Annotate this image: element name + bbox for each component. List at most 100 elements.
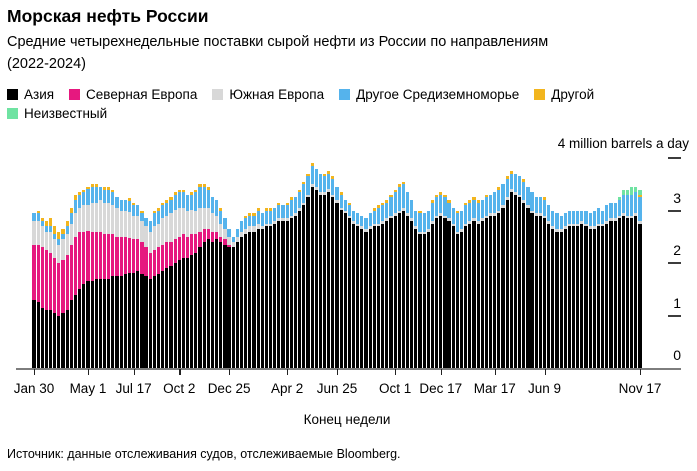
bar-segment — [468, 200, 472, 203]
bar-segment — [215, 215, 219, 232]
bar-segment — [181, 234, 185, 258]
stacked-bar — [252, 213, 256, 368]
stacked-bar — [202, 184, 206, 368]
bar-segment — [497, 189, 501, 211]
bar-segment — [426, 228, 430, 232]
bar-segment — [115, 207, 119, 237]
bar-segment — [488, 213, 493, 216]
legend-item-label: Другое Средиземноморье — [356, 87, 520, 102]
stacked-bar — [293, 197, 298, 368]
bar-segment — [119, 276, 123, 368]
stacked-bar — [223, 218, 227, 368]
bar-segment — [563, 228, 567, 368]
bar-segment — [173, 210, 177, 240]
stacked-bar — [285, 202, 289, 368]
stacked-bar — [476, 200, 480, 368]
bar-segment — [107, 189, 111, 203]
bar-segment — [493, 215, 497, 368]
stacked-bar — [169, 197, 173, 368]
bar-segment — [86, 189, 90, 206]
stacked-bar — [356, 213, 360, 368]
bar-segment — [156, 273, 161, 368]
stacked-bar — [268, 207, 273, 368]
bar-segment — [580, 223, 584, 368]
bar-segment — [488, 215, 493, 368]
bar-segment — [625, 218, 630, 368]
stacked-bar — [260, 213, 264, 368]
bar-segment — [127, 198, 132, 202]
bar-segment — [127, 273, 132, 368]
bar-segment — [256, 207, 260, 211]
bar-segment — [161, 202, 165, 206]
bar-segment — [156, 210, 161, 224]
stacked-bar — [310, 163, 314, 368]
bar-segment — [277, 205, 281, 219]
bar-segment — [360, 228, 364, 368]
bar-segment — [547, 223, 551, 368]
bar-segment — [210, 231, 215, 242]
bar-segment — [567, 210, 572, 224]
bar-segment — [111, 234, 115, 277]
bar-segment — [621, 215, 625, 368]
stacked-bar — [368, 213, 372, 368]
x-tick-label: Nov 17 — [618, 381, 662, 396]
bar-segment — [40, 218, 44, 221]
bar-segment — [356, 226, 360, 368]
stacked-bar — [107, 186, 111, 368]
bar-segment — [534, 213, 538, 216]
bar-segment — [61, 260, 65, 313]
bar-segment — [82, 189, 86, 193]
stacked-bar — [410, 200, 414, 368]
bar-segment — [132, 273, 136, 368]
bar-segment — [310, 165, 314, 185]
bar-segment — [314, 186, 318, 190]
stacked-bar — [430, 200, 435, 368]
bar-segment — [140, 213, 144, 221]
bar-segment — [165, 202, 169, 216]
bar-segment — [343, 210, 347, 214]
bar-segment — [235, 236, 239, 242]
bar-segment — [298, 192, 302, 208]
bar-segment — [256, 223, 260, 229]
bar-segment — [161, 244, 165, 271]
bar-segment — [252, 226, 256, 232]
bar-segment — [331, 176, 335, 179]
bar-segment — [36, 213, 40, 221]
bar-segment — [215, 200, 219, 216]
bar-segment — [331, 178, 335, 195]
bar-segment — [69, 213, 73, 224]
bar-segment — [480, 218, 484, 221]
bar-segment — [505, 179, 509, 198]
bar-segment — [57, 231, 61, 240]
bar-segment — [90, 184, 94, 187]
bar-segment — [605, 223, 609, 368]
bar-segment — [555, 228, 559, 232]
stacked-bar — [534, 197, 538, 368]
bar-segment — [277, 202, 281, 206]
stacked-bar — [123, 200, 127, 368]
x-tick-label: Dec 17 — [419, 381, 463, 396]
bar-segment — [90, 281, 94, 368]
stacked-bar — [127, 198, 132, 368]
bar-segment — [439, 194, 443, 214]
bar-segment — [248, 213, 252, 216]
stacked-bar — [497, 186, 501, 368]
bar-segment — [223, 218, 227, 229]
bar-segment — [107, 278, 111, 368]
bar-segment — [190, 194, 194, 211]
bar-segment — [501, 184, 505, 206]
bar-segment — [393, 213, 397, 216]
bar-segment — [235, 228, 239, 237]
bar-segment — [368, 213, 372, 227]
bar-segment — [530, 210, 534, 214]
bar-segment — [443, 194, 447, 198]
bar-segment — [401, 181, 405, 185]
bar-segment — [49, 231, 53, 253]
bar-segment — [177, 260, 181, 368]
bar-segment — [132, 202, 136, 206]
stacked-bar — [173, 192, 177, 368]
bar-segment — [140, 242, 144, 274]
bar-segment — [281, 221, 285, 368]
stacked-bar — [364, 218, 368, 368]
bar-segment — [389, 194, 393, 198]
